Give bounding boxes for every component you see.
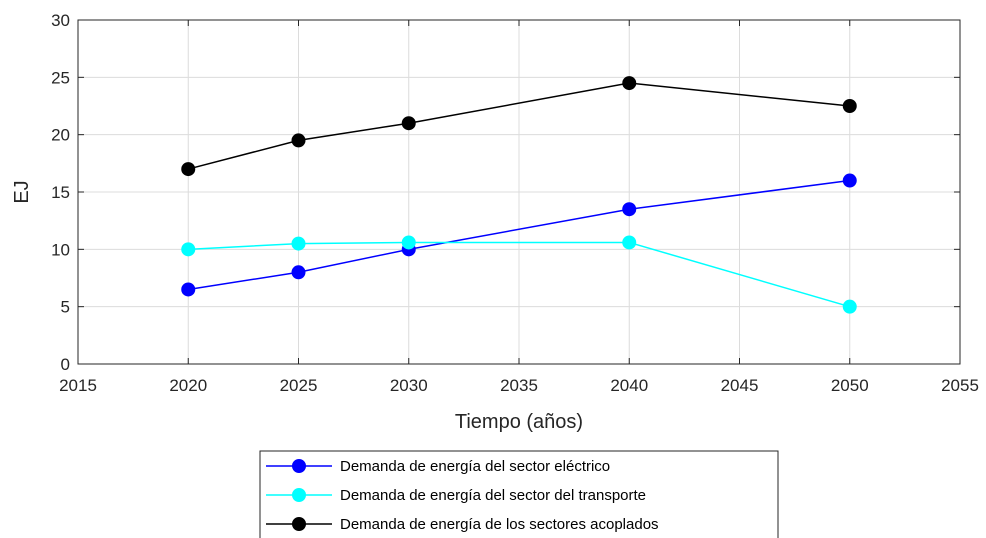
legend-item: Demanda de energía del sector eléctrico: [266, 458, 610, 475]
y-tick-label: 5: [61, 298, 70, 317]
y-tick-label: 15: [51, 183, 70, 202]
y-tick-label: 0: [61, 355, 70, 374]
x-axis-ticks: 2015 2020 2025 2030 2035 2040 2045 2050 2055: [59, 20, 979, 395]
series-layer: [181, 76, 857, 314]
y-tick-label: 25: [51, 68, 70, 87]
x-tick-label: 2025: [280, 376, 318, 395]
data-point: [622, 76, 637, 91]
legend-marker: [292, 488, 306, 502]
series-2: [181, 235, 857, 314]
legend-marker: [292, 517, 306, 531]
data-point: [181, 242, 196, 257]
legend-label: Demanda de energía del sector del transp…: [340, 487, 646, 504]
legend-label: Demanda de energía del sector eléctrico: [340, 458, 610, 475]
x-tick-label: 2045: [721, 376, 759, 395]
legend-marker: [292, 459, 306, 473]
y-tick-label: 10: [51, 240, 70, 259]
x-tick-label: 2020: [169, 376, 207, 395]
y-axis-ticks: 0 5 10 15 20 25 30: [51, 11, 960, 374]
data-point: [842, 173, 857, 188]
x-tick-label: 2055: [941, 376, 979, 395]
x-tick-label: 2050: [831, 376, 869, 395]
legend: Demanda de energía del sector eléctrico D…: [259, 450, 779, 538]
grid-lines: [77, 19, 961, 365]
series-3: [181, 76, 857, 177]
x-tick-label: 2015: [59, 376, 97, 395]
x-tick-label: 2035: [500, 376, 538, 395]
y-tick-label: 30: [51, 11, 70, 30]
data-point: [622, 202, 637, 217]
x-tick-label: 2030: [390, 376, 428, 395]
x-tick-label: 2040: [610, 376, 648, 395]
data-point: [622, 235, 637, 250]
data-point: [401, 116, 416, 131]
data-point: [291, 133, 306, 148]
data-point: [401, 235, 416, 250]
data-point: [842, 299, 857, 314]
y-tick-label: 20: [51, 126, 70, 145]
legend-item: Demanda de energía del sector del transp…: [266, 487, 646, 504]
y-axis-title: EJ: [11, 180, 33, 203]
x-axis-title: Tiempo (años): [455, 411, 583, 433]
data-point: [181, 282, 196, 297]
data-point: [291, 265, 306, 280]
data-point: [291, 236, 306, 251]
legend-label: Demanda de energía de los sectores acopl…: [340, 516, 659, 533]
data-point: [842, 99, 857, 113]
data-point: [181, 162, 196, 177]
legend-item: Demanda de energía de los sectores acopl…: [266, 516, 659, 533]
legend-box: [259, 450, 779, 538]
